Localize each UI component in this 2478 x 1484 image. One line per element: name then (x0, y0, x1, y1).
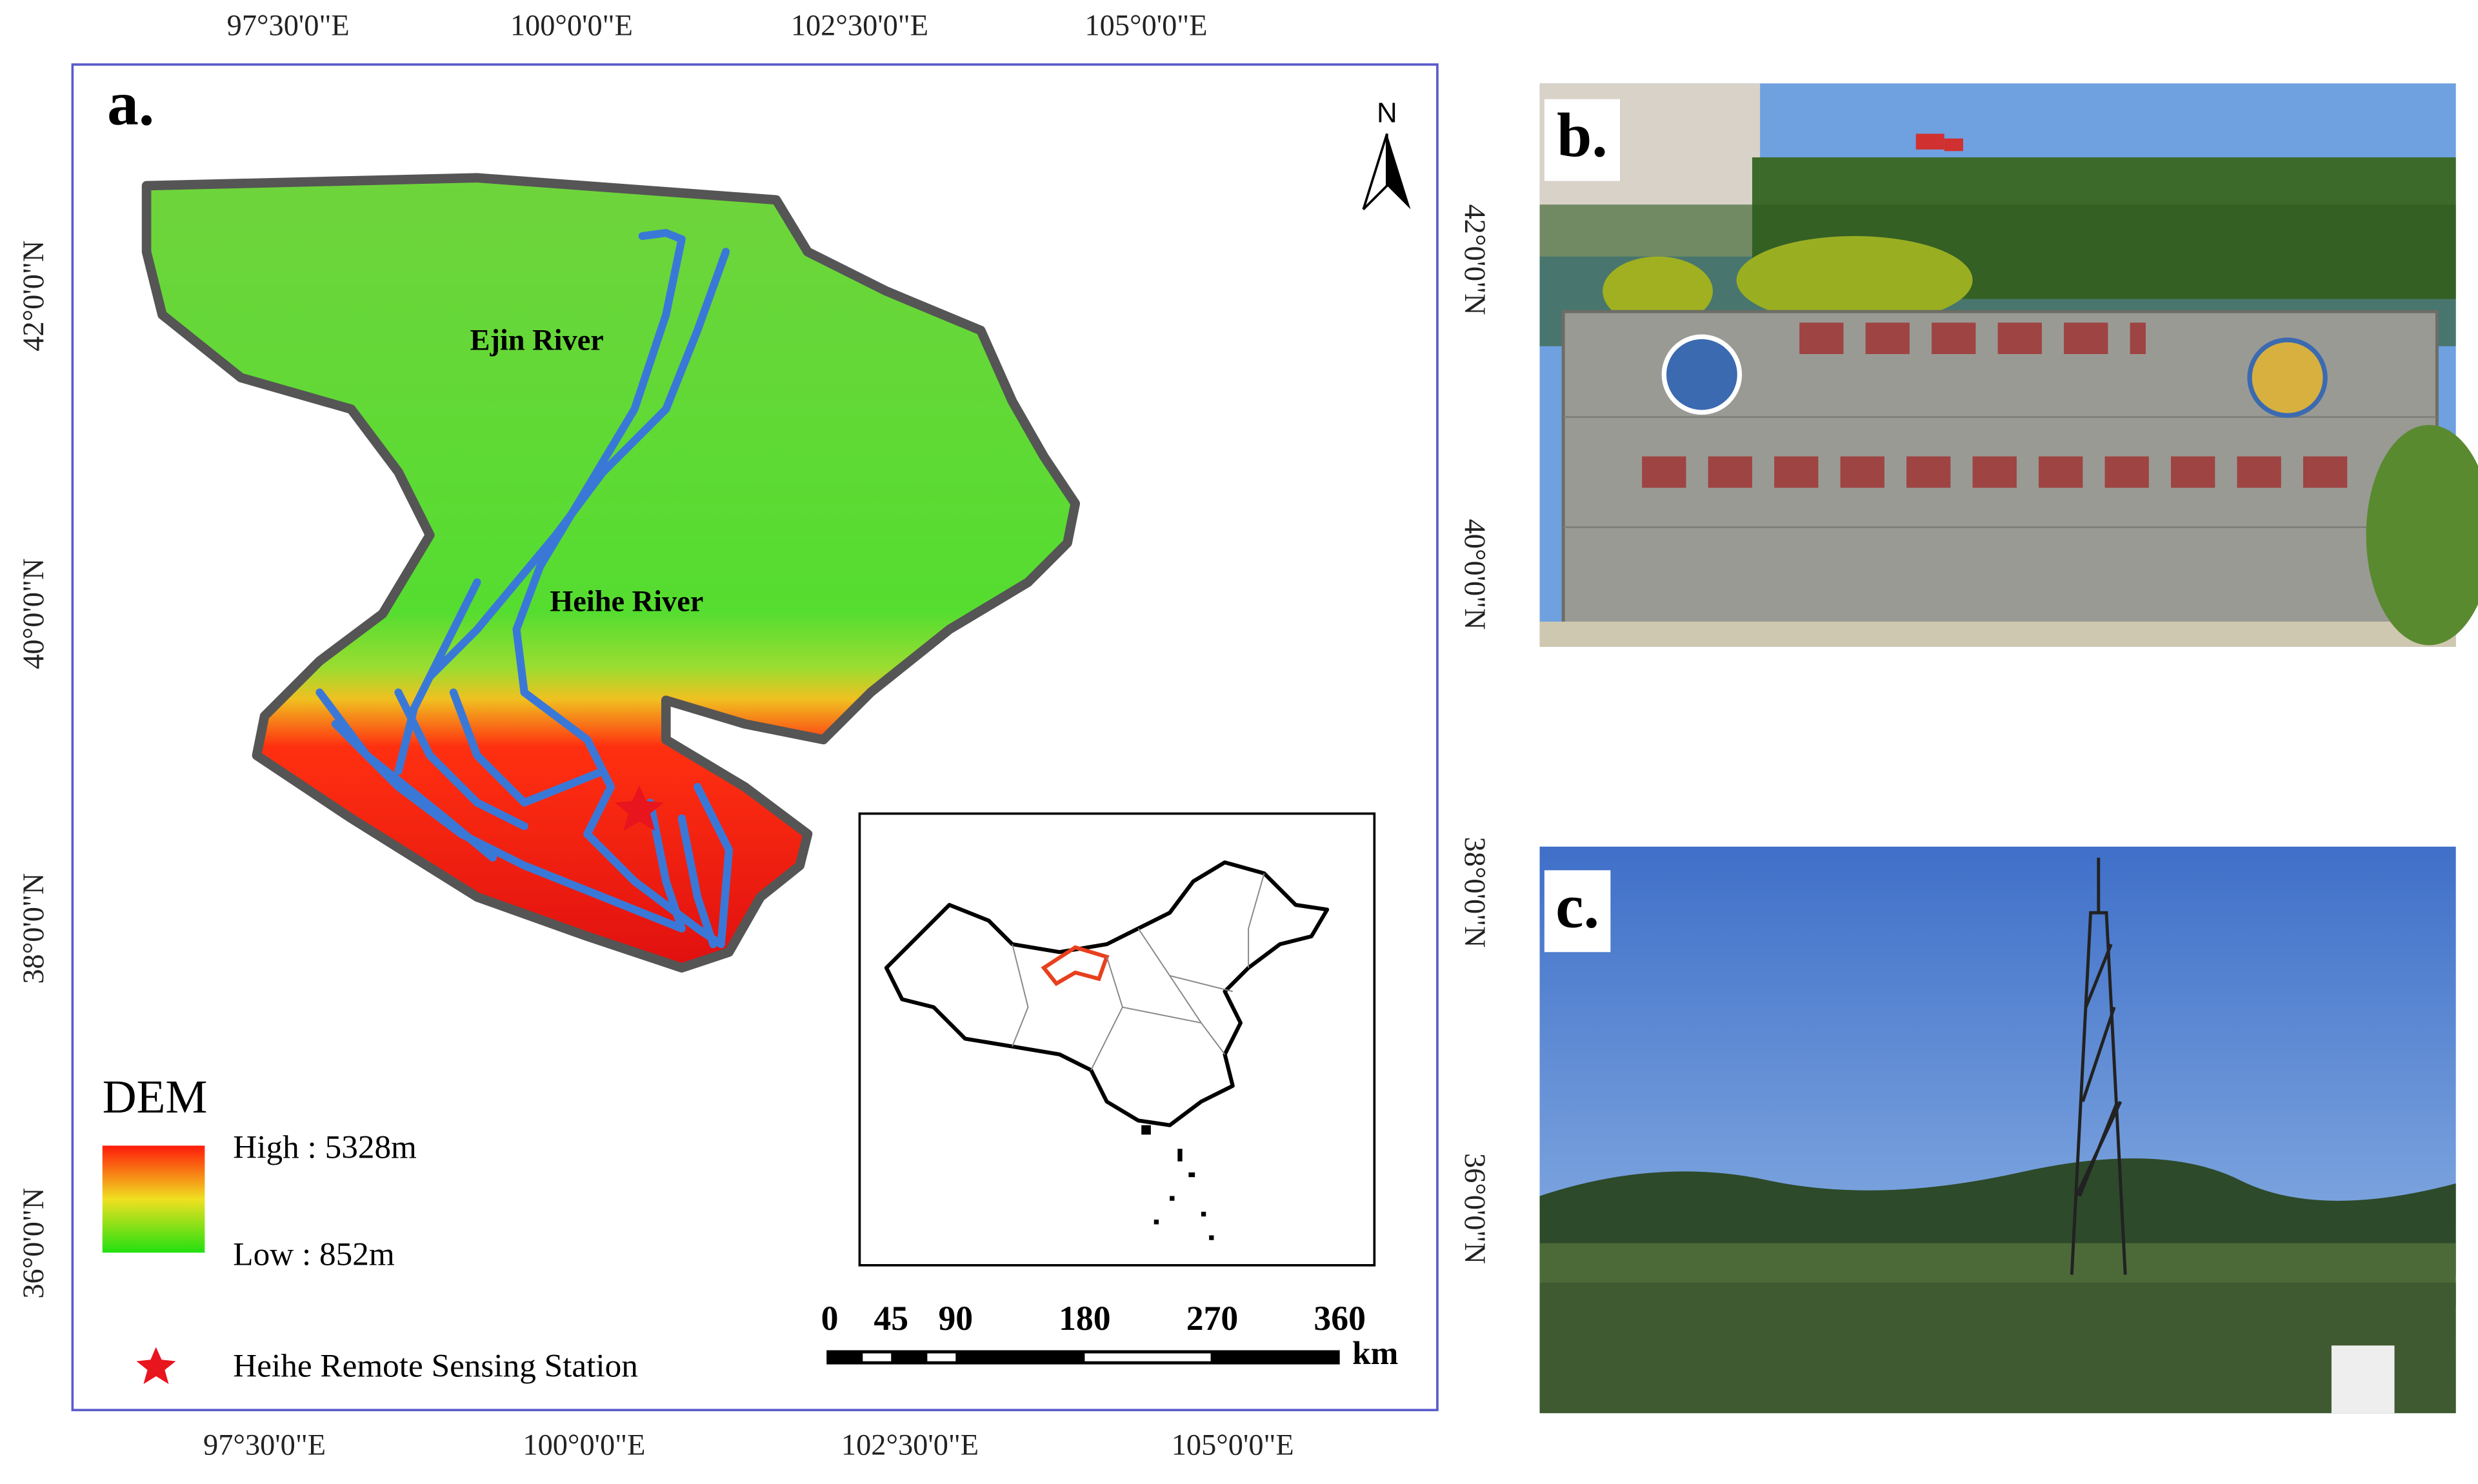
panel-label: a. (107, 69, 154, 139)
legend-title: DEM (103, 1071, 208, 1123)
lon-label: 97°30'0"E (227, 10, 350, 43)
north-arrow (1386, 134, 1411, 210)
islands (1141, 1125, 1214, 1240)
label-box (1544, 870, 1611, 953)
lat-label: 38°0'0"N (1458, 837, 1491, 948)
station-marker (615, 785, 664, 831)
legend-star (136, 1347, 176, 1385)
lat-label: 42°0'0"N (17, 241, 50, 351)
lon-label: 105°0'0"E (1172, 1429, 1294, 1462)
river-label: Heihe River (550, 586, 703, 618)
lat-label: 36°0'0"N (17, 1188, 50, 1299)
rivers (315, 229, 734, 949)
lat-label: 36°0'0"N (1458, 1153, 1491, 1264)
legend-station: Heihe Remote Sensing Station (233, 1348, 638, 1385)
coordinate-labels: 97°30'0"E 100°0'0"E 102°30'0"E 105°0'0"E 97°… (17, 10, 1491, 1462)
scale-label: 0 (821, 1299, 839, 1338)
legend-ramp (102, 1145, 205, 1253)
scale-label: 270 (1186, 1299, 1239, 1338)
lat-label: 42°0'0"N (1458, 204, 1491, 315)
label-box (1544, 99, 1621, 181)
lat-label: 40°0'0"N (1458, 519, 1491, 630)
lat-label: 38°0'0"N (17, 873, 50, 984)
panel-label: b. (1557, 101, 1608, 170)
lon-label: 105°0'0"E (1085, 10, 1208, 43)
scale-labels: 0 45 90 180 270 360 (821, 1299, 1366, 1338)
legend-low: Low : 852m (233, 1236, 395, 1272)
province-lines (1012, 873, 1265, 1071)
lon-label: 102°30'0"E (791, 10, 928, 43)
photo-c (1539, 846, 2456, 1414)
panel-label: c. (1555, 872, 1599, 942)
lon-label: 97°30'0"E (203, 1429, 326, 1462)
lon-label: 102°30'0"E (841, 1429, 979, 1462)
scale-label: 180 (1059, 1299, 1111, 1338)
scale-label: 90 (938, 1299, 973, 1338)
scale-label: 360 (1314, 1299, 1366, 1338)
lon-label: 100°0'0"E (510, 10, 633, 43)
scale-label: 45 (874, 1299, 908, 1338)
river-label: Ejin River (470, 324, 604, 357)
scale-bar (826, 1350, 1340, 1365)
lon-label: 100°0'0"E (523, 1429, 645, 1462)
legend-high: High : 5328m (233, 1129, 417, 1165)
lat-label: 40°0'0"N (17, 559, 50, 669)
scale-unit: km (1352, 1335, 1398, 1372)
north-label: N (1377, 97, 1397, 129)
photo-b (1539, 83, 2478, 647)
heihe-outline (1041, 945, 1110, 987)
